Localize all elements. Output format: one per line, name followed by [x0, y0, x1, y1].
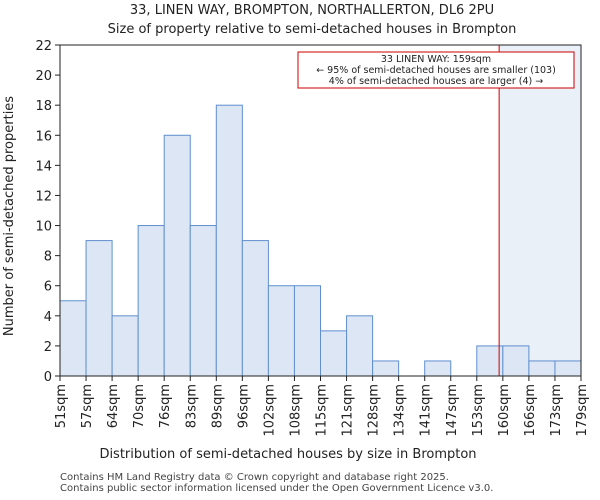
y-axis-label: Number of semi-detached properties [2, 96, 17, 336]
y-tick-label: 18 [35, 99, 52, 114]
bar-70sqm [137, 225, 165, 377]
annotation-box: 33 LINEN WAY: 159sqm ← 95% of semi-detac… [297, 51, 575, 89]
y-tick-label: 6 [44, 280, 52, 295]
x-tick-label: 83sqm [184, 384, 199, 428]
chart-title: 33, LINEN WAY, BROMPTON, NORTHALLERTON, … [130, 3, 494, 18]
y-tick-label: 20 [35, 69, 52, 84]
y-tick-label: 16 [35, 129, 52, 144]
x-tick-label: 173sqm [549, 384, 564, 437]
bar-83sqm [189, 225, 217, 377]
y-tick-label: 4 [44, 310, 52, 325]
y-tick-label: 2 [44, 340, 52, 355]
x-tick-label: 108sqm [288, 384, 303, 437]
x-tick-label: 51sqm [54, 384, 69, 428]
y-tick-label: 12 [35, 189, 52, 204]
y-axis: 0 2 4 6 8 10 12 14 16 18 20 22 [35, 39, 60, 385]
x-tick-label: 64sqm [106, 384, 121, 428]
x-tick-label: 96sqm [236, 384, 251, 428]
highlight-region [499, 45, 581, 376]
annotation-line-1: 33 LINEN WAY: 159sqm [381, 54, 491, 65]
bar-76sqm [163, 134, 191, 377]
bar-96sqm [241, 240, 269, 377]
bar-115sqm [320, 330, 348, 377]
y-tick-label: 8 [44, 250, 52, 265]
bar-51sqm [59, 300, 87, 377]
annotation-line-2: ← 95% of semi-detached houses are smalle… [316, 65, 556, 76]
bar-121sqm [346, 315, 374, 377]
x-axis-label: Distribution of semi-detached houses by … [99, 447, 476, 462]
footer-line-2: Contains public sector information licen… [60, 483, 494, 494]
x-tick-label: 121sqm [341, 384, 356, 437]
bar-89sqm [215, 104, 243, 377]
y-tick-label: 14 [35, 159, 52, 174]
bar-166sqm [528, 360, 556, 377]
bar-141sqm [424, 360, 452, 377]
x-tick-label: 147sqm [445, 384, 460, 437]
x-tick-label: 141sqm [419, 384, 434, 437]
bar-57sqm [85, 240, 113, 377]
bar-102sqm [267, 285, 295, 377]
x-tick-label: 89sqm [210, 384, 225, 428]
x-tick-label: 134sqm [393, 384, 408, 437]
x-tick-label: 160sqm [497, 384, 512, 437]
y-tick-label: 10 [35, 220, 52, 235]
x-tick-label: 179sqm [575, 384, 590, 437]
bars-group [59, 104, 582, 377]
y-tick-label: 0 [44, 370, 52, 385]
x-tick-label: 57sqm [80, 384, 95, 428]
x-tick-label: 128sqm [367, 384, 382, 437]
chart-subtitle: Size of property relative to semi-detach… [108, 22, 517, 37]
x-axis: 51sqm 57sqm 64sqm 70sqm 76sqm 83sqm 89sqm 96sqm… [54, 376, 590, 437]
bar-153sqm [476, 345, 504, 377]
x-tick-label: 166sqm [523, 384, 538, 437]
bar-128sqm [372, 360, 400, 377]
x-tick-label: 153sqm [471, 384, 486, 437]
footer-line-1: Contains HM Land Registry data © Crown c… [60, 472, 449, 483]
x-tick-label: 70sqm [132, 384, 147, 428]
y-tick-label: 22 [35, 39, 52, 54]
bar-160sqm [502, 345, 530, 377]
x-tick-label: 115sqm [315, 384, 330, 437]
bar-64sqm [111, 315, 139, 377]
annotation-line-3: 4% of semi-detached houses are larger (4… [329, 76, 543, 87]
x-tick-label: 102sqm [262, 384, 277, 437]
annotation-frame [297, 51, 575, 89]
x-tick-label: 76sqm [158, 384, 173, 428]
bar-173sqm [554, 360, 582, 377]
bar-108sqm [293, 285, 322, 377]
